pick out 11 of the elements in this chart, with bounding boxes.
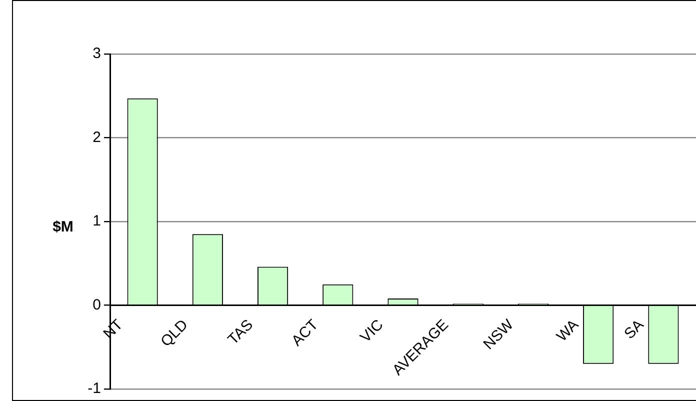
y-axis-title: $M xyxy=(52,218,74,236)
x-tick-label: QLD xyxy=(158,316,192,350)
y-tick-label: -1 xyxy=(88,380,101,398)
y-tick-label: 1 xyxy=(92,212,101,230)
y-tick-label: 2 xyxy=(92,128,101,146)
x-tick-label: TAS xyxy=(224,316,257,348)
x-tick-label: VIC xyxy=(357,316,387,346)
x-tick-label: SA xyxy=(621,316,648,343)
x-tick-label: WA xyxy=(553,316,582,346)
y-tick-label: 0 xyxy=(92,296,101,314)
y-tick-label: 3 xyxy=(92,45,101,62)
